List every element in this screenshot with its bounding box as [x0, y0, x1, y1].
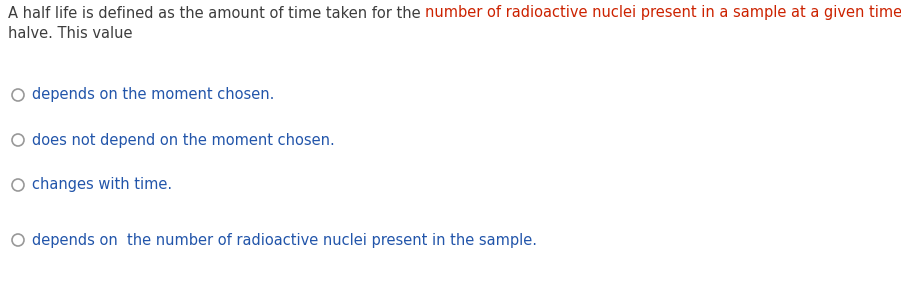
Text: number of radioactive nuclei present in a sample at a given time to exactly: number of radioactive nuclei present in …	[425, 6, 901, 20]
Text: A half life is defined as the amount of time taken for the: A half life is defined as the amount of …	[8, 6, 425, 20]
Text: depends on the moment chosen.: depends on the moment chosen.	[32, 88, 275, 102]
Text: does not depend on the moment chosen.: does not depend on the moment chosen.	[32, 132, 335, 148]
Text: depends on  the number of radioactive nuclei present in the sample.: depends on the number of radioactive nuc…	[32, 233, 537, 248]
Text: halve. This value: halve. This value	[8, 26, 132, 40]
Text: changes with time.: changes with time.	[32, 178, 172, 193]
